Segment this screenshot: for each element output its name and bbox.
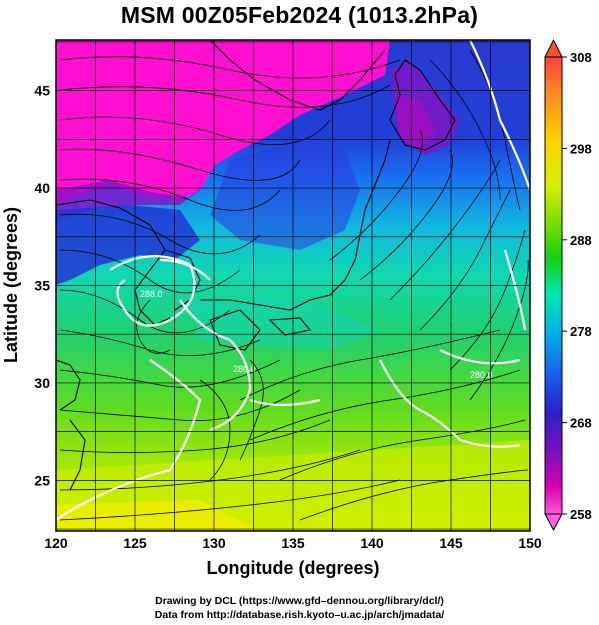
colorbar-tick-label: 298 bbox=[570, 141, 592, 156]
x-tick-label: 130 bbox=[202, 535, 226, 551]
colorbar-tick-label: 288 bbox=[570, 233, 592, 248]
y-tick-label: 45 bbox=[34, 83, 50, 99]
credit-data: Data from http://database.rish.kyoto–u.a… bbox=[154, 609, 445, 621]
colorbar-tick-label: 268 bbox=[570, 416, 592, 431]
y-tick-label: 30 bbox=[34, 375, 50, 391]
colorbar: 308 298 288 278 268 258 bbox=[544, 38, 592, 532]
y-axis-label: Latitude (degrees) bbox=[1, 207, 21, 363]
x-tick-label: 140 bbox=[360, 535, 384, 551]
x-tick-label: 135 bbox=[281, 535, 305, 551]
y-tick-label: 40 bbox=[34, 180, 50, 196]
latitude-ticks: 25 30 35 40 45 bbox=[34, 83, 50, 489]
credit-drawing: Drawing by DCL (https://www.gfd–dennou.o… bbox=[155, 595, 444, 607]
lat-lon-grid bbox=[55, 40, 531, 531]
colorbar-scale bbox=[544, 56, 563, 515]
y-tick-label: 35 bbox=[34, 278, 50, 294]
x-tick-label: 145 bbox=[439, 535, 463, 551]
temperature-contours bbox=[56, 40, 530, 521]
plot-frame bbox=[55, 39, 531, 532]
colorbar-tick-label: 278 bbox=[570, 324, 592, 339]
x-tick-label: 120 bbox=[44, 535, 68, 551]
x-axis-label: Longitude (degrees) bbox=[206, 558, 379, 578]
contour-label: 280.0 bbox=[233, 364, 256, 374]
credits: Drawing by DCL (https://www.gfd–dennou.o… bbox=[0, 594, 599, 622]
coastlines bbox=[56, 40, 456, 491]
map-title: MSM 00Z05Feb2024 (1013.2hPa) bbox=[120, 2, 479, 28]
colorbar-tick-label: 308 bbox=[570, 50, 592, 65]
y-tick-label: 25 bbox=[34, 472, 50, 488]
x-tick-label: 150 bbox=[518, 535, 542, 551]
longitude-ticks: 120 125 130 135 140 145 150 bbox=[44, 535, 542, 551]
contour-label: 288.0 bbox=[140, 289, 163, 299]
colorbar-max-arrow bbox=[544, 38, 563, 58]
colorbar-min-arrow bbox=[544, 513, 563, 532]
colorbar-tick-label: 258 bbox=[570, 507, 592, 522]
contour-label: 280.0 bbox=[470, 370, 493, 380]
x-tick-label: 125 bbox=[123, 535, 147, 551]
